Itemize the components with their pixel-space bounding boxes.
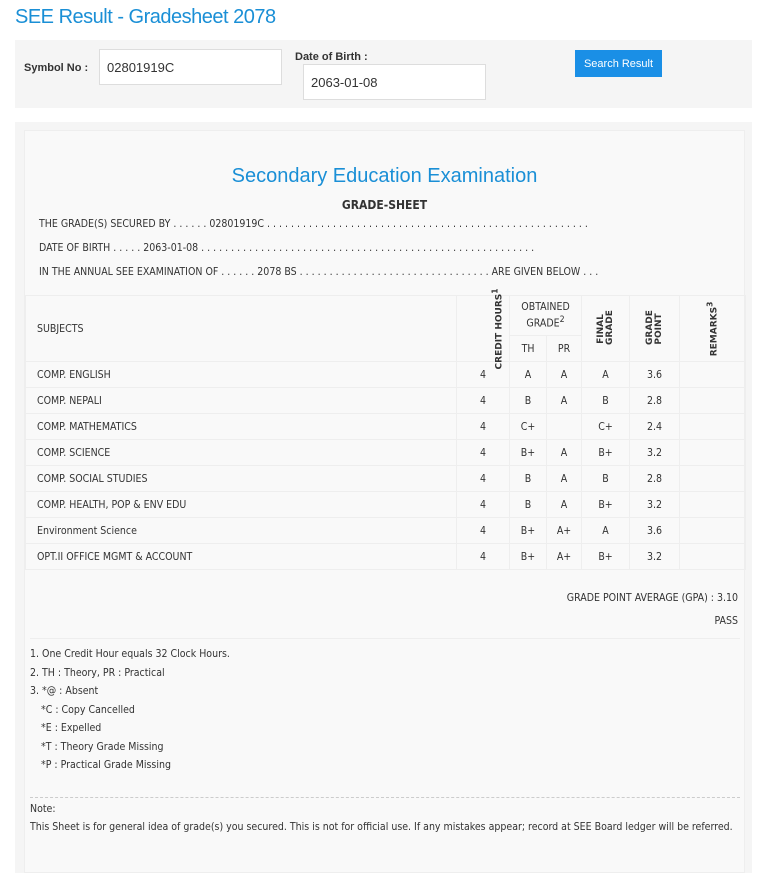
cell-pr: A+ bbox=[545, 517, 583, 544]
cell-pr: A bbox=[545, 387, 583, 414]
grades-table: SUBJECTS CREDIT HOURS1 OBTAINED GRADE2 F… bbox=[25, 288, 747, 570]
cell-final: A bbox=[581, 517, 631, 544]
cell-final: B+ bbox=[581, 491, 631, 518]
footnote: 1. One Credit Hour equals 32 Clock Hours… bbox=[30, 648, 230, 660]
cell-remarks bbox=[679, 361, 747, 388]
cell-remarks bbox=[679, 439, 747, 466]
cell-final: B bbox=[581, 465, 631, 492]
symbol-input[interactable] bbox=[99, 49, 282, 85]
cell-credit: 4 bbox=[456, 439, 510, 466]
cell-th: C+ bbox=[509, 413, 547, 440]
table-row: Environment Science 4 B+ A+ A 3.6 bbox=[25, 517, 747, 544]
cell-gp: 3.6 bbox=[629, 361, 681, 388]
exam-title: Secondary Education Examination bbox=[231, 165, 538, 187]
cell-final: B+ bbox=[581, 543, 631, 570]
cell-final: C+ bbox=[581, 413, 631, 440]
cell-final: B bbox=[581, 387, 631, 414]
dob-label: Date of Birth : bbox=[295, 51, 368, 63]
cell-th: B+ bbox=[509, 439, 547, 466]
exam-line: IN THE ANNUAL SEE EXAMINATION OF . . . .… bbox=[39, 266, 599, 278]
dob-input[interactable] bbox=[303, 64, 486, 100]
cell-subject: COMP. HEALTH, POP & ENV EDU bbox=[25, 491, 457, 518]
cell-gp: 2.4 bbox=[629, 413, 681, 440]
result-status: PASS bbox=[714, 615, 738, 627]
cell-gp: 3.2 bbox=[629, 543, 681, 570]
cell-subject: OPT.II OFFICE MGMT & ACCOUNT bbox=[25, 543, 457, 570]
footnote: 3. *@ : Absent bbox=[30, 685, 99, 697]
cell-pr bbox=[545, 413, 583, 440]
cell-th: B bbox=[509, 491, 547, 518]
gradesheet-card: Secondary Education Examination GRADE-SH… bbox=[15, 122, 752, 873]
table-row: COMP. SOCIAL STUDIES 4 B A B 2.8 bbox=[25, 465, 747, 492]
cell-pr: A bbox=[545, 439, 583, 466]
page-title: SEE Result - Gradesheet 2078 bbox=[15, 6, 276, 28]
cell-gp: 3.6 bbox=[629, 517, 681, 544]
note: Note: This Sheet is for general idea of … bbox=[30, 797, 740, 836]
table-row: COMP. HEALTH, POP & ENV EDU 4 B A B+ 3.2 bbox=[25, 491, 747, 518]
secured-by-line: THE GRADE(S) SECURED BY . . . . . . 0280… bbox=[39, 218, 588, 230]
footnote: *E : Expelled bbox=[41, 722, 102, 734]
gpa: GRADE POINT AVERAGE (GPA) : 3.10 bbox=[566, 592, 738, 604]
header-final-grade: FINAL GRADE bbox=[581, 295, 631, 362]
cell-pr: A bbox=[545, 491, 583, 518]
cell-pr: A bbox=[545, 361, 583, 388]
dob-line: DATE OF BIRTH . . . . . 2063-01-08 . . .… bbox=[39, 242, 535, 254]
cell-remarks bbox=[679, 387, 747, 414]
table-row: OPT.II OFFICE MGMT & ACCOUNT 4 B+ A+ B+ 3.2 bbox=[25, 543, 747, 570]
cell-th: B bbox=[509, 465, 547, 492]
sheet-title: GRADE-SHEET bbox=[341, 198, 428, 212]
cell-credit: 4 bbox=[456, 517, 510, 544]
cell-remarks bbox=[679, 491, 747, 518]
header-credit-hours: CREDIT HOURS1 bbox=[456, 288, 510, 369]
cell-credit: 4 bbox=[456, 465, 510, 492]
table-row: COMP. SCIENCE 4 B+ A B+ 3.2 bbox=[25, 439, 747, 466]
header-remarks: REMARKS3 bbox=[679, 295, 747, 362]
gradesheet: Secondary Education Examination GRADE-SH… bbox=[24, 130, 747, 873]
cell-subject: COMP. SCIENCE bbox=[25, 439, 457, 466]
cell-remarks bbox=[679, 465, 747, 492]
cell-gp: 3.2 bbox=[629, 439, 681, 466]
cell-gp: 2.8 bbox=[629, 387, 681, 414]
cell-th: B bbox=[509, 387, 547, 414]
cell-gp: 2.8 bbox=[629, 465, 681, 492]
cell-gp: 3.2 bbox=[629, 491, 681, 518]
search-form: Symbol No : Date of Birth : Search Resul… bbox=[15, 40, 752, 108]
header-th: TH bbox=[509, 335, 547, 362]
cell-credit: 4 bbox=[456, 491, 510, 518]
cell-th: A bbox=[509, 361, 547, 388]
header-obtained-grade: OBTAINED GRADE2 bbox=[508, 295, 583, 336]
cell-subject: Environment Science bbox=[25, 517, 457, 544]
cell-remarks bbox=[679, 517, 747, 544]
cell-th: B+ bbox=[509, 517, 547, 544]
cell-pr: A+ bbox=[545, 543, 583, 570]
table-row: COMP. MATHEMATICS 4 C+ C+ 2.4 bbox=[25, 413, 747, 440]
cell-remarks bbox=[679, 413, 747, 440]
cell-pr: A bbox=[545, 465, 583, 492]
footnote: 2. TH : Theory, PR : Practical bbox=[30, 666, 165, 679]
cell-credit: 4 bbox=[456, 413, 510, 440]
header-subjects: SUBJECTS bbox=[25, 295, 457, 362]
cell-credit: 4 bbox=[456, 543, 510, 570]
footnotes: 1. One Credit Hour equals 32 Clock Hours… bbox=[30, 638, 740, 775]
cell-credit: 4 bbox=[456, 387, 510, 414]
cell-final: A bbox=[581, 361, 631, 388]
cell-remarks bbox=[679, 543, 747, 570]
note-text: This Sheet is for general idea of grade(… bbox=[30, 821, 733, 833]
symbol-label: Symbol No : bbox=[24, 62, 89, 74]
cell-subject: COMP. SOCIAL STUDIES bbox=[25, 465, 457, 492]
footnote: *P : Practical Grade Missing bbox=[41, 759, 171, 771]
cell-subject: COMP. NEPALI bbox=[25, 387, 457, 414]
cell-th: B+ bbox=[509, 543, 547, 570]
note-label: Note: bbox=[30, 803, 56, 815]
header-pr: PR bbox=[545, 335, 583, 362]
table-row: COMP. ENGLISH 4 A A A 3.6 bbox=[25, 361, 747, 388]
footnote: *C : Copy Cancelled bbox=[41, 703, 135, 716]
header-grade-point: GRADE POINT bbox=[629, 295, 681, 362]
cell-subject: COMP. ENGLISH bbox=[25, 361, 457, 388]
footnote: *T : Theory Grade Missing bbox=[41, 740, 164, 753]
cell-final: B+ bbox=[581, 439, 631, 466]
search-result-button[interactable]: Search Result bbox=[575, 50, 662, 77]
table-row: COMP. NEPALI 4 B A B 2.8 bbox=[25, 387, 747, 414]
cell-subject: COMP. MATHEMATICS bbox=[25, 413, 457, 440]
